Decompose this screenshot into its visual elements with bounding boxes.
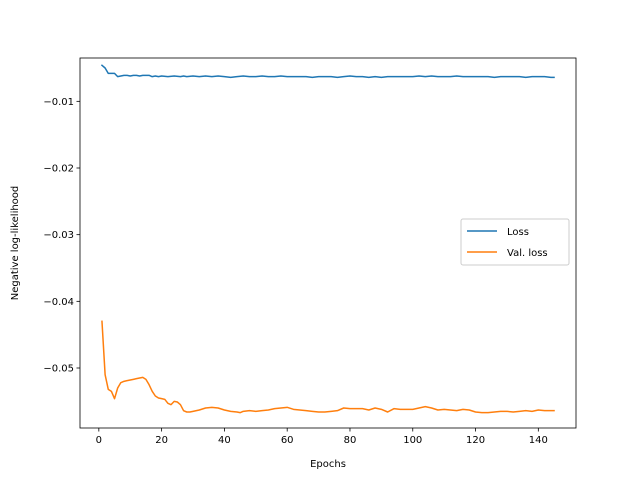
y-axis-ticks: −0.01 −0.02 −0.03 −0.04 −0.05 (43, 97, 80, 375)
y-tick-label: −0.02 (43, 164, 74, 175)
y-tick-label: −0.04 (43, 297, 74, 308)
plot-area (79, 57, 577, 429)
legend: Loss Val. loss (460, 218, 570, 266)
y-tick-label: −0.03 (43, 230, 74, 241)
x-tick-label: 100 (403, 435, 422, 446)
x-tick-label: 20 (155, 435, 168, 446)
axes-frame (79, 57, 577, 429)
series-line-val-loss (101, 320, 555, 414)
x-tick-label: 40 (218, 435, 231, 446)
x-tick-label: 140 (529, 435, 548, 446)
series-line-loss (100, 64, 555, 79)
x-axis-ticks: 0 20 40 60 80 100 120 140 (96, 428, 548, 446)
x-axis-label: Epochs (310, 459, 346, 470)
legend-label-val-loss: Val. loss (507, 248, 548, 259)
x-tick-label: 0 (96, 435, 102, 446)
legend-label-loss: Loss (507, 227, 529, 238)
y-tick-label: −0.01 (43, 97, 74, 108)
series-layer (100, 64, 555, 414)
x-tick-label: 120 (466, 435, 485, 446)
y-tick-label: −0.05 (43, 364, 74, 375)
x-tick-label: 80 (344, 435, 357, 446)
x-tick-label: 60 (281, 435, 294, 446)
y-axis-label: Negative log-likelihood (10, 186, 21, 301)
